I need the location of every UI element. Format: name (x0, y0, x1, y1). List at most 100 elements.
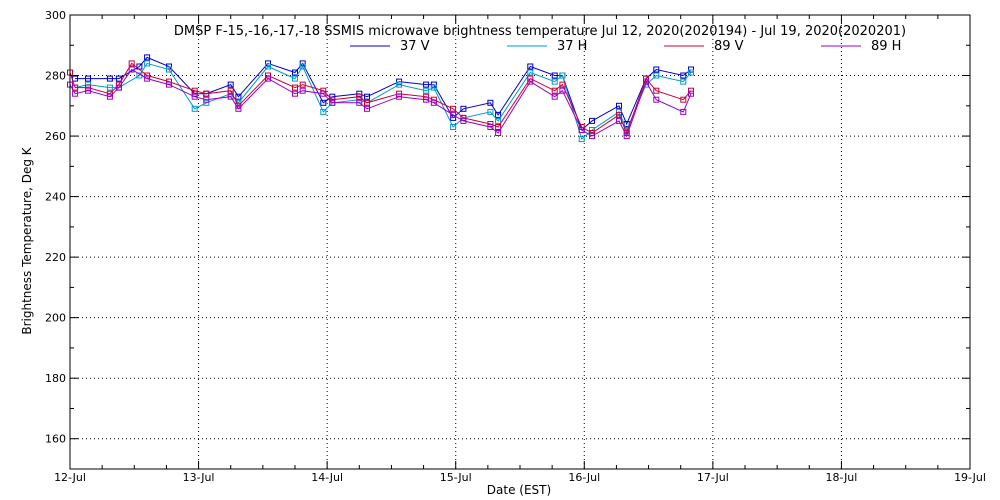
y-tick-label: 260 (45, 130, 66, 143)
data-point-37-v (423, 81, 430, 88)
data-point-89-h (396, 93, 403, 100)
data-point-37-h (430, 84, 437, 91)
data-point-89-v (356, 93, 363, 100)
data-point-89-h (144, 75, 151, 82)
series-line-89-v (69, 62, 692, 135)
x-tick-label: 16-Jul (568, 471, 600, 484)
data-point-89-h (430, 99, 437, 106)
data-point-37-v (265, 60, 271, 67)
y-tick-label: 240 (45, 191, 66, 204)
y-tick-label: 160 (45, 433, 66, 446)
data-point-37-v (551, 72, 558, 79)
data-point-89-h (653, 96, 660, 103)
data-point-37-v (527, 63, 534, 70)
data-point-89-h (320, 90, 327, 97)
data-point-89-h (265, 75, 271, 82)
data-point-89-h (356, 99, 363, 106)
data-point-37-h (559, 72, 566, 79)
data-point-89-h (299, 87, 306, 94)
data-point-37-v (227, 81, 234, 88)
data-point-37-h (265, 63, 271, 70)
legend-label-37-v: 37 V (400, 39, 430, 54)
data-point-89-h (235, 105, 242, 112)
data-point-89-v (559, 81, 566, 88)
data-point-37-h (688, 69, 694, 76)
x-axis-title: Date (EST) (487, 483, 551, 497)
data-point-37-h (191, 105, 198, 112)
data-point-37-v (292, 69, 298, 76)
x-tick-label: 14-Jul (311, 471, 343, 484)
legend-label-89-v: 89 V (714, 39, 744, 54)
data-point-37-v (72, 75, 79, 82)
data-point-89-v (265, 72, 271, 79)
data-point-89-h (643, 78, 649, 85)
data-point-37-h (203, 99, 210, 106)
data-point-37-h (487, 108, 494, 115)
data-point-89-h (203, 96, 210, 103)
data-point-89-h (551, 93, 558, 100)
data-point-89-h (527, 78, 534, 85)
data-point-89-h (106, 93, 113, 100)
data-point-89-h (329, 99, 336, 106)
data-point-89-h (460, 117, 467, 124)
data-point-37-h (292, 75, 298, 82)
data-point-89-v (364, 99, 370, 106)
data-point-89-h (423, 96, 430, 103)
data-point-89-h (85, 87, 91, 94)
data-point-89-h (680, 108, 687, 115)
y-tick-label: 300 (45, 9, 66, 22)
data-point-37-v (680, 72, 687, 79)
data-point-37-v (616, 102, 622, 109)
x-tick-label: 15-Jul (440, 471, 472, 484)
data-point-89-h (487, 124, 494, 130)
data-point-37-v (653, 66, 660, 73)
x-tick-label: 13-Jul (183, 471, 215, 484)
data-point-89-h (578, 127, 585, 133)
data-point-37-h (450, 124, 457, 130)
series-89-h (67, 66, 694, 140)
data-point-89-v (203, 90, 210, 97)
data-point-89-v (653, 87, 660, 94)
axis-ticks: 12-Jul 13-Jul 14-Jul 15-Jul 16-Jul 17-Jul 18-J… (45, 9, 986, 484)
data-point-89-h (128, 66, 135, 73)
data-point-89-v (430, 96, 437, 103)
data-point-89-h (227, 93, 234, 100)
x-tick-label: 17-Jul (697, 471, 729, 484)
data-point-37-h (423, 87, 430, 94)
data-point-89-v (551, 87, 558, 94)
data-point-37-v (589, 117, 595, 124)
data-point-89-h (292, 90, 298, 97)
y-axis-title: Brightness Temperature, Deg K (20, 146, 34, 334)
data-point-89-h (364, 105, 370, 112)
data-point-37-h (578, 136, 585, 143)
data-point-37-v (320, 99, 327, 106)
data-point-89-v (680, 96, 687, 103)
data-point-37-v (460, 105, 467, 112)
data-point-89-h (495, 130, 502, 136)
data-point-37-h (320, 108, 327, 115)
data-point-37-v (235, 93, 242, 100)
data-point-37-v (495, 111, 502, 118)
data-point-37-h (396, 81, 403, 88)
x-tick-label: 19-Jul (954, 471, 986, 484)
data-point-89-h (166, 81, 172, 88)
y-tick-label: 200 (45, 312, 66, 325)
data-point-89-h (616, 117, 622, 124)
data-point-37-v (364, 93, 370, 100)
data-point-89-v (144, 72, 151, 79)
series-line-89-h (69, 68, 692, 138)
data-point-89-h (115, 84, 122, 91)
x-tick-label: 12-Jul (54, 471, 86, 484)
data-point-37-v (487, 99, 494, 106)
data-point-89-h (450, 111, 457, 118)
data-point-89-h (559, 87, 566, 94)
data-point-89-h (688, 90, 694, 97)
data-point-89-h (72, 90, 79, 97)
data-point-89-v (227, 87, 234, 94)
data-point-89-h (191, 93, 198, 100)
y-tick-label: 220 (45, 251, 66, 264)
data-point-89-v (495, 124, 502, 130)
data-point-89-v (299, 81, 306, 88)
data-point-89-h (623, 133, 630, 140)
data-point-37-h (680, 78, 687, 85)
